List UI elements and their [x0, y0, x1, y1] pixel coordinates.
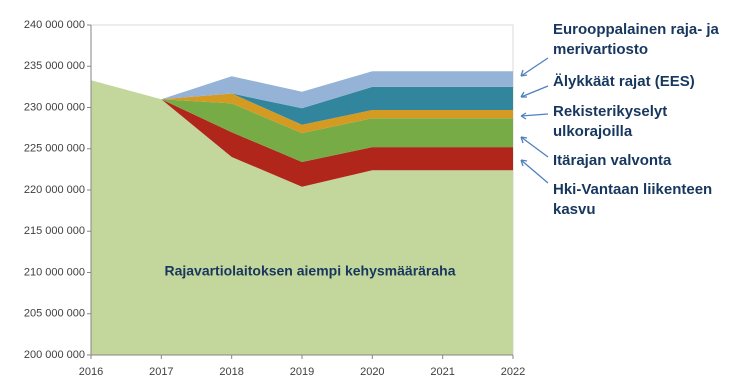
x-tick-label: 2016	[79, 366, 103, 378]
x-tick-label: 2017	[149, 366, 173, 378]
y-tick-label: 225 000 000	[24, 143, 85, 155]
area	[161, 71, 514, 109]
area	[161, 86, 514, 125]
area	[161, 99, 514, 187]
area	[161, 93, 514, 134]
y-tick-label: 205 000 000	[24, 308, 85, 320]
legend-arrows	[520, 57, 549, 184]
arrow	[520, 159, 549, 184]
y-tick-label: 200 000 000	[24, 349, 85, 361]
arrow	[520, 112, 549, 120]
x-tick-label: 2020	[360, 366, 384, 378]
area	[161, 99, 514, 162]
x-tick-label: 2021	[430, 366, 454, 378]
y-tick-label: 220 000 000	[24, 184, 85, 196]
y-tick-label: 215 000 000	[24, 225, 85, 237]
arrow	[520, 85, 549, 98]
y-tick-label: 235 000 000	[24, 60, 85, 72]
legend-entry: Älykkäät rajat (EES)	[553, 73, 695, 90]
y-tick-label: 210 000 000	[24, 266, 85, 278]
y-tick-label: 240 000 000	[24, 19, 85, 31]
x-tick-label: 2022	[501, 366, 525, 378]
legend-entry: Hki-Vantaan liikenteen kasvu	[553, 181, 713, 218]
area	[91, 80, 513, 356]
y-tick-label: 230 000 000	[24, 101, 85, 113]
series-label: Rajavartiolaitoksen aiempi kehysmäärärah…	[164, 263, 455, 279]
arrow	[520, 57, 549, 77]
arrow	[520, 136, 549, 158]
x-tick-label: 2019	[290, 366, 314, 378]
x-tick-label: 2018	[219, 366, 243, 378]
legend-entry: Eurooppalainen raja- ja merivartiosto	[553, 21, 719, 58]
legend-entry: Itärajan valvonta	[553, 152, 672, 169]
legend-entry: Rekisterikyselyt ulkorajoilla	[553, 103, 668, 140]
